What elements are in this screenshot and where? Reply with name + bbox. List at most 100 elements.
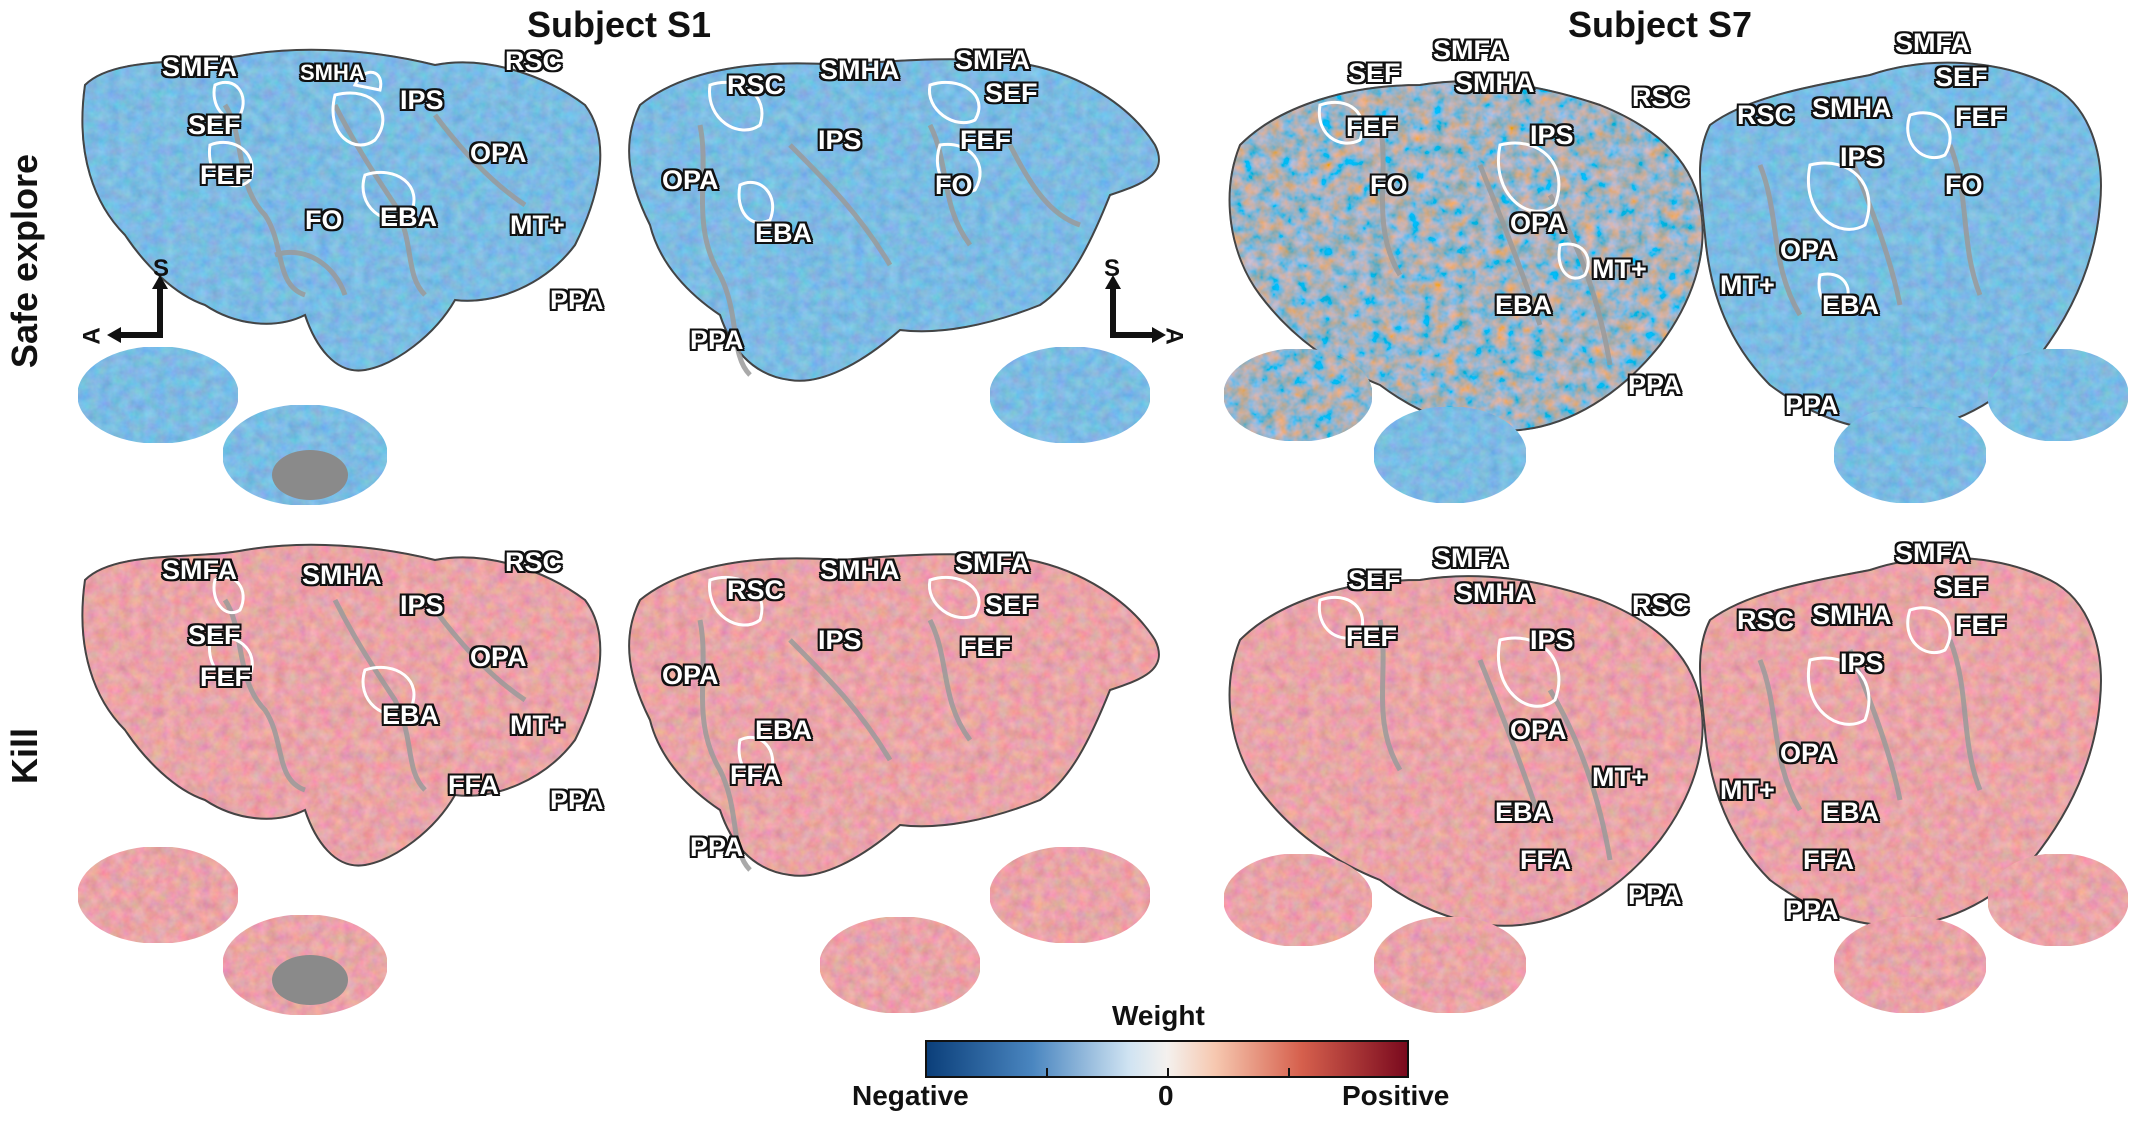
roi-label: SEF — [1348, 58, 1401, 88]
flatmap-s7-safe-left — [1220, 45, 1710, 440]
roi-label: SMHA — [820, 555, 900, 585]
roi-label: RSC — [1632, 590, 1690, 620]
roi-label: SEF — [1348, 565, 1401, 595]
roi-label: RSC — [505, 547, 563, 577]
roi-label: OPA — [662, 660, 719, 690]
roi-label: PPA — [1785, 390, 1839, 420]
roi-label: IPS — [818, 125, 862, 155]
roi-label: SMHA — [820, 55, 900, 85]
roi-label: EBA — [382, 700, 440, 730]
roi-label: IPS — [1840, 142, 1884, 172]
colorbar-title: Weight — [1112, 1000, 1205, 1031]
roi-label: SMHA — [1455, 68, 1535, 98]
colorbar-negative-label: Negative — [852, 1080, 969, 1111]
roi-label: SMFA — [1433, 543, 1509, 573]
roi-label: OPA — [1780, 235, 1837, 265]
roi-label: OPA — [470, 642, 527, 672]
row-label-safe-explore: Safe explore — [4, 153, 45, 369]
roi-label: MT+ — [1720, 775, 1775, 805]
roi-label: SMFA — [162, 555, 238, 585]
roi-label: FEF — [200, 662, 251, 692]
roi-label: SEF — [985, 590, 1038, 620]
roi-label: RSC — [727, 575, 785, 605]
roi-label: FO — [1945, 170, 1983, 200]
roi-label: PPA — [1628, 880, 1682, 910]
roi-label: FO — [305, 205, 343, 235]
roi-label: SMHA — [1455, 578, 1535, 608]
roi-label: MT+ — [1720, 270, 1775, 300]
roi-label: FFA — [1803, 845, 1854, 875]
flatmap-s7-safe-right — [1690, 45, 2110, 440]
roi-label: SEF — [188, 620, 241, 650]
roi-label: EBA — [755, 218, 813, 248]
colorbar-tick — [1046, 1068, 1048, 1077]
roi-label: FEF — [1955, 102, 2006, 132]
flatmap-s7-kill-right — [1690, 540, 2110, 935]
roi-label: IPS — [1840, 648, 1884, 678]
roi-label: SEF — [1935, 572, 1988, 602]
flatmap-s7-kill-left — [1220, 540, 1710, 935]
roi-label: IPS — [1530, 625, 1574, 655]
flatmap-s1-safe-right — [610, 45, 1170, 395]
row-label-kill: Kill — [4, 728, 45, 785]
roi-label: MT+ — [510, 210, 565, 240]
roi-label: OPA — [662, 165, 719, 195]
roi-label: MT+ — [510, 710, 565, 740]
roi-label: EBA — [1822, 797, 1880, 827]
title-subject-s1: Subject S1 — [527, 4, 712, 45]
roi-label: RSC — [1737, 100, 1795, 130]
roi-label: SEF — [985, 78, 1038, 108]
roi-label: FEF — [1346, 112, 1397, 142]
roi-label: FEF — [200, 160, 251, 190]
compass-left-superior-label: S — [153, 255, 170, 282]
roi-label: FEF — [960, 632, 1011, 662]
compass-left-arrow-icon — [107, 275, 168, 343]
roi-label: SEF — [1935, 62, 1988, 92]
compass-right-anterior-label: A — [1160, 327, 1188, 345]
roi-label: OPA — [1510, 208, 1567, 238]
roi-label: IPS — [400, 85, 444, 115]
roi-label: RSC — [1737, 605, 1795, 635]
roi-label: RSC — [505, 46, 563, 76]
roi-label: IPS — [400, 590, 444, 620]
title-subject-s7: Subject S7 — [1568, 4, 1753, 45]
colorbar-tick — [1167, 1068, 1169, 1077]
flatmap-s1-safe-left — [75, 45, 615, 380]
roi-label: IPS — [818, 625, 862, 655]
roi-label: SMHA — [302, 560, 382, 590]
flatmap-s1-kill-right — [610, 540, 1170, 890]
compass-left-anterior-label: A — [78, 327, 106, 345]
roi-label: OPA — [470, 138, 527, 168]
compass-right-arrow-icon — [1105, 275, 1166, 343]
roi-label: FFA — [730, 760, 781, 790]
colorbar-positive-label: Positive — [1342, 1080, 1450, 1111]
roi-label: EBA — [1495, 290, 1553, 320]
brain-s1-kill-medial — [222, 914, 388, 1016]
roi-label: PPA — [1785, 895, 1839, 925]
roi-label: FEF — [960, 125, 1011, 155]
roi-label: MT+ — [1592, 254, 1647, 284]
roi-label: FFA — [1520, 845, 1571, 875]
roi-label: MT+ — [1592, 762, 1647, 792]
roi-label: SMHA — [300, 60, 365, 85]
roi-label: FO — [1370, 170, 1408, 200]
roi-label: SMFA — [955, 548, 1031, 578]
roi-label: IPS — [1530, 120, 1574, 150]
roi-label: PPA — [690, 832, 744, 862]
roi-label: EBA — [1822, 290, 1880, 320]
roi-label: RSC — [1632, 82, 1690, 112]
brain-s1-safe-medial — [222, 404, 388, 506]
brain-s1-kill-medial-right — [819, 916, 981, 1014]
roi-label: EBA — [755, 715, 813, 745]
roi-label: PPA — [550, 285, 604, 315]
flatmap-s1-kill-left — [75, 540, 615, 875]
roi-label: SEF — [188, 110, 241, 140]
roi-label: PPA — [550, 785, 604, 815]
roi-label: SMHA — [1812, 93, 1892, 123]
compass-right-superior-label: S — [1104, 255, 1121, 282]
roi-label: SMFA — [955, 45, 1031, 75]
roi-label: PPA — [690, 325, 744, 355]
roi-label: OPA — [1510, 715, 1567, 745]
roi-label: SMFA — [1895, 28, 1971, 58]
roi-label: RSC — [727, 70, 785, 100]
